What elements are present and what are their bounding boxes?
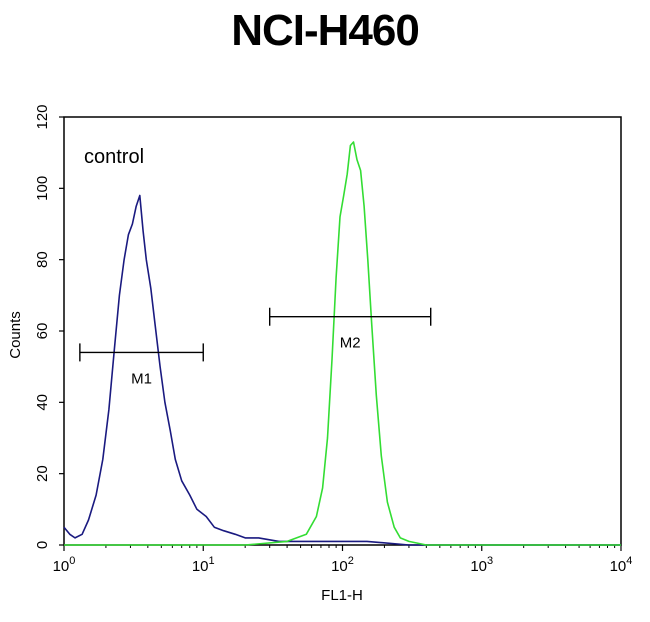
control-annotation: control	[84, 146, 144, 168]
y-axis-label: Counts	[7, 311, 24, 359]
y-tick-label-4: 80	[34, 251, 51, 268]
y-tick-label-5: 100	[34, 176, 51, 201]
plot-frame	[63, 116, 622, 546]
x-tick-label-0: 100	[53, 555, 76, 575]
series-line-2	[64, 141, 621, 546]
x-tick-label-2: 102	[331, 555, 354, 575]
x-tick-label-1: 101	[192, 555, 215, 575]
y-tick-label-3: 60	[34, 323, 51, 340]
y-tick-label-2: 40	[34, 394, 51, 411]
y-tick-label-6: 120	[34, 104, 51, 129]
x-tick-label-3: 103	[470, 555, 493, 575]
x-tick-label-4: 104	[610, 555, 633, 575]
x-axis-label: FL1-H	[321, 587, 363, 604]
marker-label-m2: M2	[340, 335, 361, 352]
series-layer	[63, 141, 621, 546]
x-axis: 100 101 102 103 104	[53, 545, 633, 575]
y-tick-label-0: 0	[34, 541, 51, 549]
y-axis: 0 20 40 60 80 100 120	[34, 104, 64, 549]
chart-title: NCI-H460	[231, 6, 420, 55]
series-line-1	[63, 194, 621, 546]
y-tick-label-1: 20	[34, 465, 51, 482]
marker-label-m1: M1	[131, 370, 152, 387]
marker-layer: M1 M2	[79, 307, 432, 387]
